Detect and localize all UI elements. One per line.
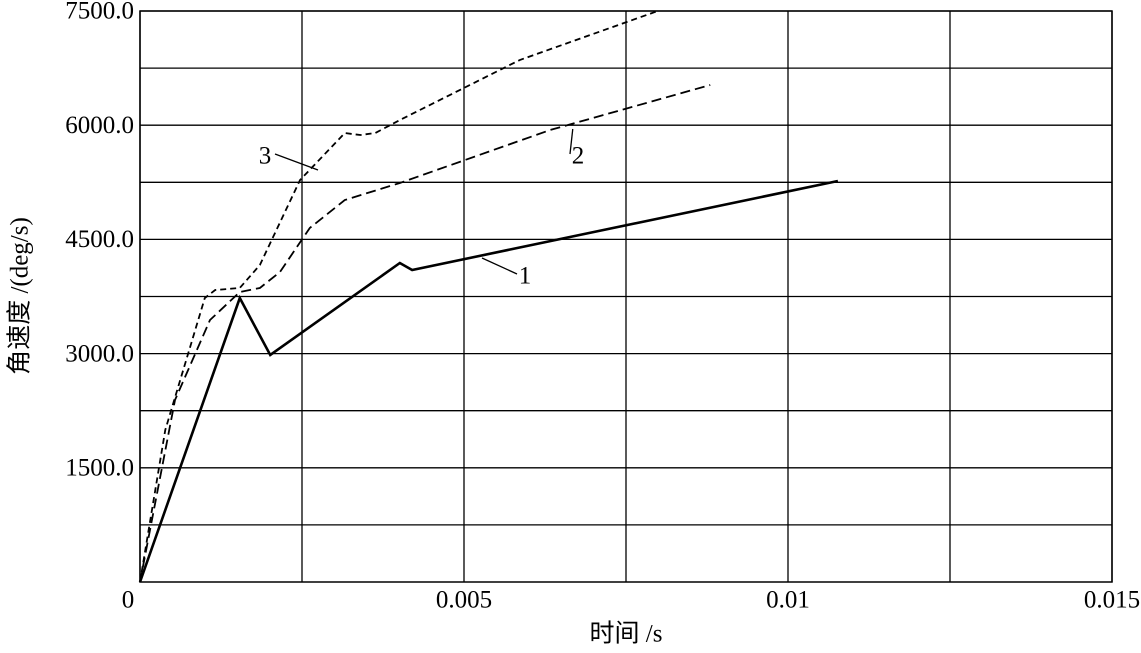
series-label: 1 [519, 263, 532, 290]
x-tick-label: 0.005 [436, 587, 492, 614]
leader-line [481, 257, 518, 275]
x-tick-label: 0.01 [766, 587, 810, 614]
series-label: 2 [572, 143, 585, 170]
leader-line [569, 128, 574, 155]
series-label: 3 [259, 143, 272, 170]
series-line [139, 84, 711, 583]
y-axis-label: 角速度 /(deg/s) [6, 217, 34, 375]
y-tick-label: 1500.0 [65, 455, 134, 482]
y-tick-label: 7500.0 [65, 0, 134, 25]
y-tick-label: 6000.0 [65, 112, 134, 139]
y-tick-label: 3000.0 [65, 340, 134, 367]
x-tick-label: 0.015 [1084, 587, 1140, 614]
leader-line [274, 153, 319, 171]
y-tick-label: 4500.0 [65, 226, 134, 253]
series-line [138, 179, 839, 583]
series-line [139, 10, 659, 583]
x-tick-label: 0 [122, 587, 135, 614]
x-axis-label: 时间 /s [590, 620, 663, 648]
